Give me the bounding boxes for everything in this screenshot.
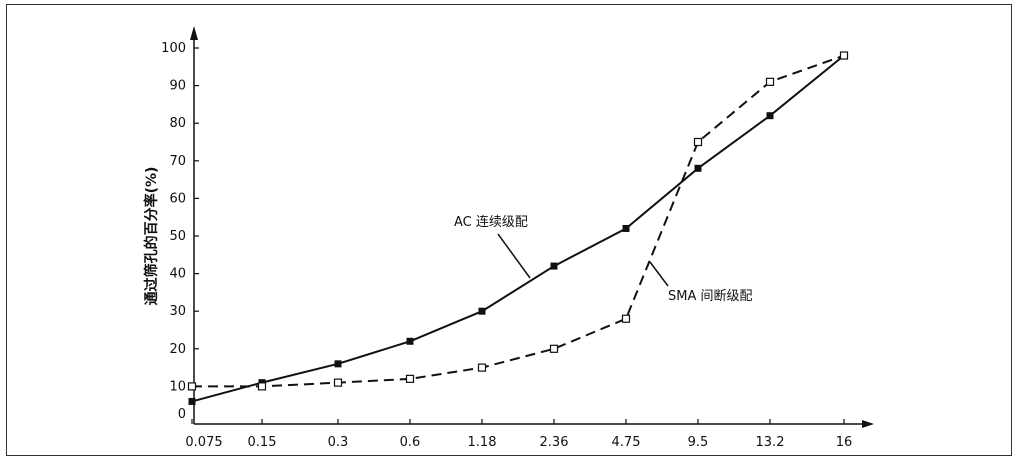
data-point-marker xyxy=(766,112,774,120)
data-point-marker xyxy=(188,397,196,405)
y-tick-label: 10 xyxy=(169,379,186,394)
x-tick-label: 0.15 xyxy=(248,435,277,450)
series-layer xyxy=(187,51,849,405)
y-tick-label: 0 xyxy=(178,407,186,422)
y-axis-arrow xyxy=(190,26,198,40)
leader-line-sma xyxy=(649,261,669,287)
y-tick-label: 50 xyxy=(169,229,186,244)
figure-frame xyxy=(6,4,1012,456)
series-line-2 xyxy=(192,54,845,388)
x-tick-label: 9.5 xyxy=(688,435,709,450)
data-point-marker xyxy=(257,382,267,391)
y-tick-label: 70 xyxy=(169,154,186,169)
series-label-ac: AC 连续级配 xyxy=(454,214,528,230)
x-tick-label: 2.36 xyxy=(540,435,569,450)
y-axis-label: 通过筛孔的百分率(%) xyxy=(143,167,160,306)
y-tick-label: 30 xyxy=(169,304,186,319)
data-point-marker xyxy=(478,307,486,315)
data-point-marker xyxy=(334,360,342,368)
data-point-marker xyxy=(549,344,559,353)
data-point-marker xyxy=(693,137,703,147)
data-point-marker xyxy=(333,378,343,387)
y-tick-label: 80 xyxy=(169,116,186,131)
x-tick-label: 16 xyxy=(836,435,853,450)
labels-layer: AC 连续级配 SMA 间断级配 xyxy=(454,214,753,304)
y-tick-label: 40 xyxy=(169,267,186,282)
data-point-marker xyxy=(622,224,630,232)
data-point-marker xyxy=(621,314,631,323)
series-line-1 xyxy=(191,54,845,403)
x-tick-label: 1.18 xyxy=(468,435,497,450)
leader-line-ac xyxy=(497,233,531,279)
data-point-marker xyxy=(765,77,775,86)
data-point-marker xyxy=(406,337,414,345)
y-tick-label: 20 xyxy=(169,342,186,357)
data-point-marker xyxy=(550,262,558,270)
x-tick-label: 0.075 xyxy=(185,435,222,450)
data-point-marker xyxy=(839,51,849,60)
x-tick-label: 4.75 xyxy=(612,435,641,450)
series-label-sma: SMA 间断级配 xyxy=(668,289,753,304)
x-tick-label: 13.2 xyxy=(756,435,785,450)
data-point-marker xyxy=(694,164,702,172)
data-point-marker xyxy=(477,363,487,372)
data-point-marker xyxy=(187,382,197,391)
data-point-marker xyxy=(405,374,415,383)
y-tick-label: 90 xyxy=(169,79,186,94)
x-tick-label: 0.3 xyxy=(328,435,349,450)
y-tick-label: 100 xyxy=(161,41,186,56)
y-tick-label: 60 xyxy=(169,191,186,206)
x-axis-arrow xyxy=(862,420,874,428)
x-tick-label: 0.6 xyxy=(400,435,421,450)
axes: 0 10 20 30 40 50 60 70 80 90 100 0.075 0.15 0.3 0.6 1.1… xyxy=(161,26,874,450)
